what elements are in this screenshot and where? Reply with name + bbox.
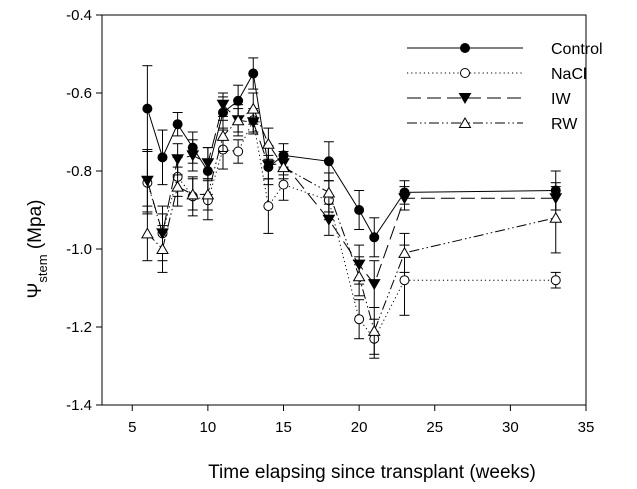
legend-item-rw: RW xyxy=(407,116,578,133)
legend-item-control: Control xyxy=(407,41,603,58)
y-tick-label: -1.2 xyxy=(66,319,92,336)
data-point xyxy=(231,114,245,126)
data-point xyxy=(549,211,563,223)
data-point xyxy=(322,214,336,226)
series-layer xyxy=(141,57,563,359)
series-control xyxy=(142,57,561,258)
legend-item-nacl: NaCl xyxy=(407,66,587,83)
legend-label: IW xyxy=(551,91,571,108)
data-point xyxy=(354,205,365,215)
legend-marker xyxy=(460,68,470,78)
data-point xyxy=(323,156,334,167)
legend-label: Control xyxy=(551,41,603,58)
data-point xyxy=(233,95,244,106)
plot-frame xyxy=(101,14,587,406)
data-point xyxy=(186,188,200,200)
data-point xyxy=(246,102,260,114)
data-point xyxy=(322,186,336,198)
axes: 5 10 15 20 25 30 35 -1.4 -1.2 -1.0 -0.8 -0.6 -0.4 xyxy=(66,7,594,436)
legend-marker xyxy=(458,117,472,128)
data-point xyxy=(263,201,274,212)
data-point xyxy=(141,227,154,239)
data-point xyxy=(354,314,365,325)
legend-label: NaCl xyxy=(551,66,587,83)
data-point xyxy=(367,279,381,291)
series-nacl xyxy=(142,108,561,359)
x-tick-label: 30 xyxy=(502,419,519,436)
data-point xyxy=(248,68,259,79)
y-tick-label: -0.8 xyxy=(66,163,92,180)
y-tick-label: -0.6 xyxy=(66,85,92,102)
legend-marker xyxy=(458,93,472,104)
data-point xyxy=(172,119,183,130)
data-point xyxy=(201,188,215,200)
legend: Control NaCl IW RW xyxy=(407,41,603,133)
data-point xyxy=(352,270,366,282)
y-axis-label: Ψstem (Mpa) xyxy=(25,200,50,299)
y-axis-label-unit: (Mpa) xyxy=(25,200,46,255)
data-point xyxy=(186,150,200,162)
data-point xyxy=(398,193,411,205)
series-line xyxy=(146,118,556,340)
data-point xyxy=(262,137,275,149)
series-rw xyxy=(141,92,563,355)
series-line xyxy=(147,107,556,333)
data-point xyxy=(171,154,184,166)
x-tick-label: 10 xyxy=(200,419,217,436)
x-tick-label: 5 xyxy=(128,419,136,436)
x-axis-label: Time elapsing since transplant (weeks) xyxy=(208,462,536,483)
y-tick-label: -1.0 xyxy=(66,241,92,258)
data-point xyxy=(262,160,275,172)
data-point xyxy=(157,152,168,163)
legend-item-iw: IW xyxy=(407,91,571,108)
data-point xyxy=(171,180,184,192)
data-point xyxy=(398,246,411,258)
data-point xyxy=(216,129,230,141)
legend-marker xyxy=(460,43,470,53)
y-tick-label: -1.4 xyxy=(66,397,92,414)
data-point xyxy=(216,99,230,111)
y-axis-label-subscript: stem xyxy=(35,254,50,282)
data-point xyxy=(156,243,169,254)
data-point xyxy=(367,324,381,336)
data-point xyxy=(399,275,410,286)
data-point xyxy=(277,161,290,173)
x-tick-label: 15 xyxy=(275,419,292,436)
y-axis-label-symbol: Ψ xyxy=(25,283,46,299)
data-point xyxy=(201,158,215,170)
data-point xyxy=(141,175,154,187)
data-point xyxy=(369,232,380,243)
x-tick-label: 20 xyxy=(351,419,368,436)
data-point xyxy=(233,146,244,157)
data-point xyxy=(278,179,289,190)
x-tick-label: 25 xyxy=(426,419,443,436)
data-point xyxy=(142,103,153,114)
data-point xyxy=(550,275,561,286)
legend-label: RW xyxy=(551,116,578,133)
x-tick-label: 35 xyxy=(578,419,595,436)
y-tick-label: -0.4 xyxy=(66,7,92,24)
